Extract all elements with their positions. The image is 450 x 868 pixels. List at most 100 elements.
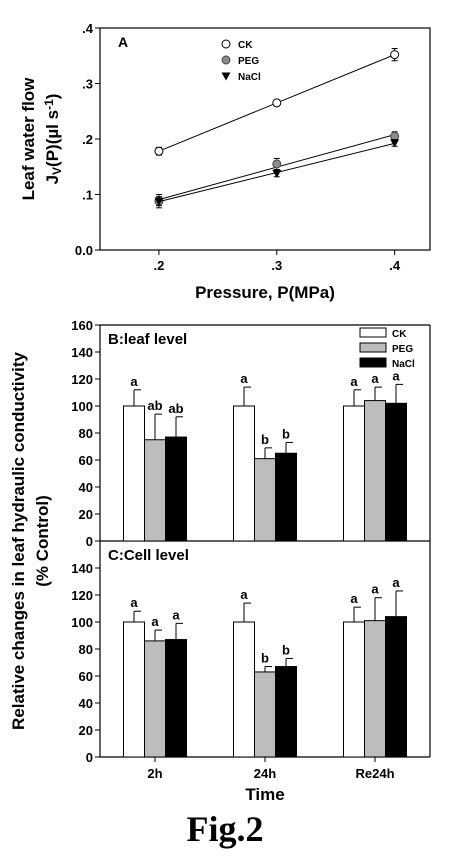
panel-b-significance-letter: ab bbox=[147, 398, 162, 413]
panel-a-y-tick-label: .1 bbox=[82, 188, 93, 203]
panel-b-label: B:leaf level bbox=[108, 331, 187, 348]
panel-c-significance-letter: a bbox=[371, 582, 379, 597]
panel-a-legend-label: PEG bbox=[238, 56, 259, 67]
panel-b-bar-peg bbox=[364, 400, 386, 542]
panel-b-legend-swatch-ck bbox=[359, 327, 387, 338]
panel-c-x-tick-label: 2h bbox=[147, 766, 162, 781]
panel-c-y-tick-label: 100 bbox=[71, 615, 93, 630]
panel-c-y-tick-label: 40 bbox=[79, 696, 93, 711]
panel-b-bar-ck bbox=[343, 405, 365, 542]
panel-a-point-nacl bbox=[390, 139, 400, 148]
panel-b-legend-swatch-peg bbox=[359, 342, 387, 353]
panel-b-y-tick-label: 60 bbox=[79, 453, 93, 468]
panel-b-bar-ck bbox=[123, 405, 145, 542]
panel-a-point-ck bbox=[272, 98, 282, 108]
panel-a-label: A bbox=[118, 34, 128, 50]
panel-b-y-tick-label: 20 bbox=[79, 507, 93, 522]
panel-b-bar-peg bbox=[254, 458, 276, 542]
panel-b-significance-letter: b bbox=[261, 432, 269, 447]
panel-a-legend-label: CK bbox=[238, 40, 253, 51]
panel-a-y-tick-label: .4 bbox=[82, 21, 94, 36]
panel-a-y-axis-label-part: -1 bbox=[42, 99, 56, 110]
panel-b-y-tick-label: 160 bbox=[71, 318, 93, 333]
panel-c-significance-letter: a bbox=[172, 607, 180, 622]
panel-b-bar-nacl bbox=[385, 402, 407, 542]
panel-c-bar-ck bbox=[233, 621, 255, 758]
panel-c-y-tick-label: 20 bbox=[79, 723, 93, 738]
panel-c-y-tick-label: 60 bbox=[79, 669, 93, 684]
panel-b-y-tick-label: 140 bbox=[71, 345, 93, 360]
panel-b-legend-label: CK bbox=[392, 329, 407, 340]
panel-a-y-axis-label-line2: JV(P)(µl s-1) bbox=[42, 94, 64, 185]
panel-a-legend-label: NaCl bbox=[238, 72, 261, 83]
panel-c-significance-letter: a bbox=[151, 614, 159, 629]
panel-c-x-tick-label: Re24h bbox=[355, 766, 394, 781]
panel-c-y-tick-label: 120 bbox=[71, 588, 93, 603]
panel-c-y-tick-label: 140 bbox=[71, 561, 93, 576]
panel-b-bar-peg bbox=[144, 439, 166, 542]
panel-b-y-tick-label: 100 bbox=[71, 399, 93, 414]
panel-a-y-axis-label-part: (P)(µl s bbox=[43, 110, 62, 167]
panel-a-y-axis-label-part: J bbox=[43, 175, 62, 184]
panel-a-legend-marker-nacl bbox=[221, 72, 231, 81]
panel-b-significance-letter: ab bbox=[168, 401, 183, 416]
panel-a-y-axis-label-line1: Leaf water flow bbox=[19, 77, 38, 201]
panel-a-y-tick-label: 0.0 bbox=[75, 243, 93, 258]
panel-c-bar-nacl bbox=[385, 616, 407, 758]
panel-a-legend-marker-peg bbox=[221, 55, 231, 65]
panel-a-y-tick-label: .2 bbox=[82, 132, 93, 147]
panel-c-bar-ck bbox=[343, 621, 365, 758]
panel-b-y-tick-label: 0 bbox=[86, 534, 93, 549]
panel-b-significance-letter: a bbox=[371, 371, 379, 386]
panel-b-y-tick-label: 40 bbox=[79, 480, 93, 495]
panel-b-bar-ck bbox=[233, 405, 255, 542]
panel-b-significance-letter: a bbox=[130, 374, 138, 389]
panel-a-point-nacl bbox=[272, 169, 282, 178]
panel-a-x-axis-label: Pressure, P(MPa) bbox=[195, 283, 335, 302]
panel-a-x-tick-label: .3 bbox=[271, 258, 282, 273]
panel-c-significance-letter: a bbox=[392, 575, 400, 590]
panel-c-significance-letter: a bbox=[130, 595, 138, 610]
panel-c-significance-letter: a bbox=[350, 591, 358, 606]
panel-b-significance-letter: a bbox=[392, 368, 400, 383]
panel-a-legend-marker-ck bbox=[221, 39, 231, 49]
bars-y-axis-label-line1: Relative changes in leaf hydraulic condu… bbox=[9, 352, 28, 730]
panel-b-significance-letter: a bbox=[240, 371, 248, 386]
panel-a-y-axis-label-part: V bbox=[50, 167, 64, 175]
panel-a-point-ck bbox=[154, 146, 164, 156]
panel-b-bar-nacl bbox=[275, 452, 297, 542]
panel-b-y-tick-label: 80 bbox=[79, 426, 93, 441]
panel-c-y-tick-label: 0 bbox=[86, 750, 93, 765]
panel-a-y-axis-label-part: ) bbox=[43, 94, 62, 100]
panel-c-bar-ck bbox=[123, 621, 145, 758]
panel-b-significance-letter: a bbox=[350, 374, 358, 389]
panel-a-x-tick-label: .4 bbox=[389, 258, 401, 273]
panel-c-bar-nacl bbox=[165, 639, 187, 758]
bars-y-axis-label-line2: (% Control) bbox=[33, 495, 52, 587]
panel-c-significance-letter: b bbox=[261, 651, 269, 666]
panel-c-y-tick-label: 80 bbox=[79, 642, 93, 657]
panel-a-point-nacl bbox=[154, 197, 164, 206]
panel-b-legend-label: PEG bbox=[392, 344, 413, 355]
panel-a-point-ck bbox=[390, 50, 400, 60]
figure-caption: Fig.2 bbox=[186, 809, 264, 849]
panel-b-y-tick-label: 120 bbox=[71, 372, 93, 387]
panel-c-bar-peg bbox=[144, 640, 166, 758]
panel-a-y-tick-label: .3 bbox=[82, 77, 93, 92]
panel-a-point-peg bbox=[272, 159, 282, 169]
panel-b-legend-label: NaCl bbox=[392, 359, 415, 370]
panel-c-x-tick-label: 24h bbox=[254, 766, 276, 781]
panel-c-bar-peg bbox=[254, 671, 276, 758]
panel-c-significance-letter: a bbox=[240, 587, 248, 602]
panel-a-x-tick-label: .2 bbox=[154, 258, 165, 273]
panel-b-significance-letter: b bbox=[282, 426, 290, 441]
panel-a-point-peg bbox=[390, 131, 400, 141]
panel-c-label: C:Cell level bbox=[108, 547, 189, 564]
panel-c-bar-nacl bbox=[275, 666, 297, 758]
panel-c-significance-letter: b bbox=[282, 642, 290, 657]
panel-b-legend-swatch-nacl bbox=[359, 357, 387, 368]
panel-b-bar-nacl bbox=[165, 436, 187, 542]
panel-c-bar-peg bbox=[364, 620, 386, 758]
panel-c-x-axis-label: Time bbox=[245, 785, 284, 804]
